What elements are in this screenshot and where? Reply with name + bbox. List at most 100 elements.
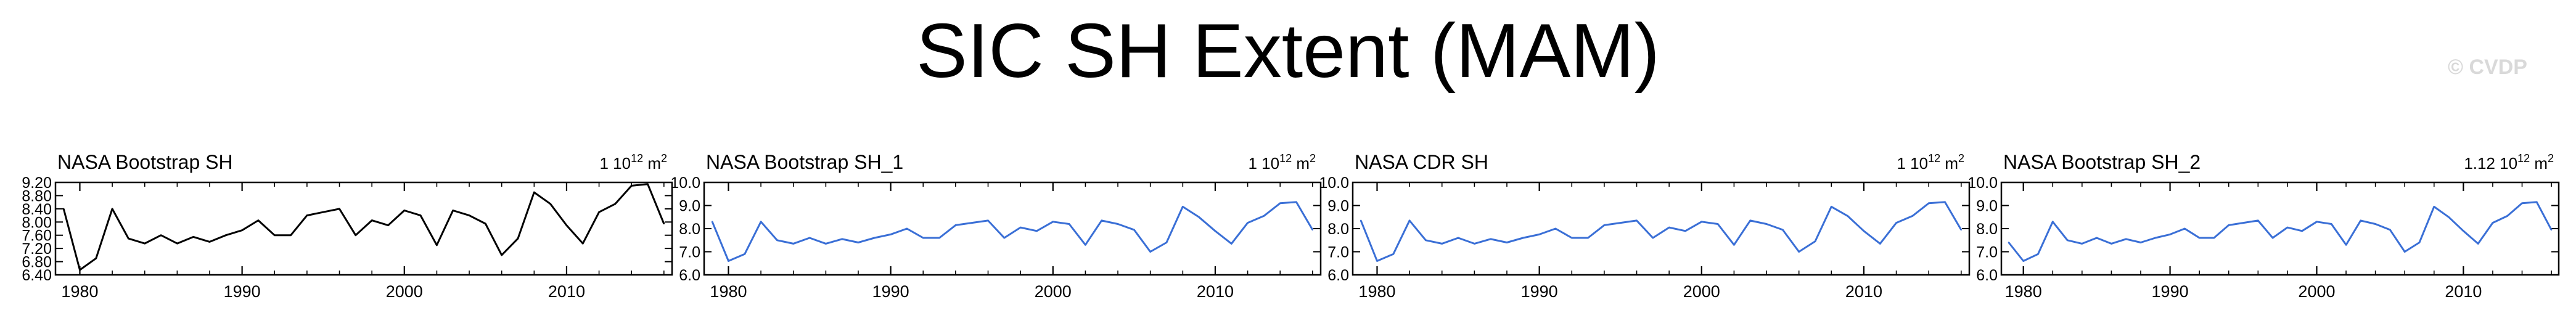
- data-point: [1474, 243, 1475, 245]
- x-tick-label: 2010: [2445, 282, 2482, 301]
- data-point: [1636, 219, 1638, 222]
- data-point: [1765, 223, 1768, 225]
- data-point: [1214, 230, 1216, 232]
- x-tick-label: 2000: [1683, 282, 1720, 301]
- data-point: [2110, 243, 2112, 245]
- series-line: [711, 201, 1314, 262]
- data-point: [2139, 242, 2142, 243]
- data-point: [257, 219, 260, 221]
- y-tick-label: 6.0: [1327, 267, 1349, 284]
- data-point: [2316, 221, 2318, 222]
- series-line: [62, 183, 665, 271]
- data-point: [1408, 219, 1411, 222]
- data-point: [517, 237, 519, 240]
- data-point: [1068, 223, 1070, 225]
- data-point: [1782, 229, 1784, 231]
- data-point: [62, 208, 65, 210]
- x-tick-label: 2010: [548, 282, 585, 301]
- chart-title: NASA Bootstrap SH_1: [706, 151, 903, 173]
- x-tick-label: 2000: [386, 282, 423, 301]
- chart-title: NASA Bootstrap SH_2: [2003, 151, 2201, 173]
- data-point: [1198, 216, 1200, 218]
- data-point: [2096, 237, 2098, 239]
- plot-frame: [1352, 181, 1971, 276]
- data-point: [1490, 238, 1491, 240]
- data-point: [565, 224, 568, 226]
- data-point: [792, 243, 794, 245]
- data-point: [2345, 244, 2347, 246]
- data-point: [2198, 237, 2201, 239]
- data-point: [841, 238, 843, 240]
- data-point: [1441, 243, 1443, 245]
- data-point: [452, 210, 454, 211]
- y-tick-label: 8.0: [679, 221, 700, 238]
- plot-frame: [2000, 181, 2560, 276]
- data-point: [128, 237, 129, 240]
- data-point: [2477, 243, 2479, 245]
- data-point: [647, 183, 649, 185]
- data-point: [1847, 215, 1848, 217]
- x-tick-label: 2000: [2298, 282, 2335, 301]
- data-point: [1036, 230, 1038, 232]
- data-point: [306, 214, 308, 216]
- data-point: [533, 191, 535, 194]
- chart-panel-4: NASA Bootstrap SH_2 1.12 1012 m2 6.0 7.0 8.0…: [1967, 151, 2560, 301]
- chart-panel-1: NASA Bootstrap SH 1 1012 m2 6.406.807.207.…: [22, 151, 673, 301]
- data-point: [954, 224, 957, 226]
- data-point: [598, 211, 600, 213]
- data-point: [922, 237, 924, 239]
- data-point: [192, 236, 194, 238]
- data-point: [274, 234, 276, 236]
- data-point: [1247, 222, 1249, 224]
- data-point: [1571, 237, 1573, 239]
- data-point: [808, 237, 811, 239]
- y-tick-label: 6.80: [22, 254, 52, 271]
- data-point: [2081, 243, 2083, 245]
- data-point: [111, 208, 113, 210]
- data-point: [2169, 234, 2171, 235]
- data-point: [1149, 251, 1151, 253]
- data-point: [290, 234, 292, 236]
- data-point: [1538, 234, 1540, 235]
- data-point: [1425, 239, 1427, 241]
- data-point: [1052, 221, 1054, 222]
- units-label: 1.12 1012 m2: [2464, 152, 2554, 173]
- x-tick-label: 2010: [1845, 282, 1882, 301]
- data-point: [744, 253, 745, 255]
- data-point: [2301, 230, 2303, 232]
- data-point: [2418, 242, 2421, 243]
- x-tick-label: 1980: [61, 282, 98, 301]
- data-point: [2374, 223, 2376, 225]
- data-point: [987, 219, 989, 222]
- data-point: [387, 224, 389, 226]
- data-point: [2521, 202, 2523, 204]
- data-point: [2184, 227, 2186, 230]
- data-point: [2052, 221, 2054, 222]
- data-point: [582, 242, 584, 245]
- data-point: [1668, 226, 1670, 229]
- data-point: [2492, 222, 2494, 224]
- y-tick-label: 9.20: [22, 174, 52, 192]
- x-tick-label: 2010: [1197, 282, 1234, 301]
- data-point: [1231, 243, 1233, 245]
- data-point: [79, 269, 81, 271]
- units-label: 1 1012 m2: [1248, 152, 1316, 173]
- y-tick-label: 10.0: [1967, 174, 1998, 192]
- data-point: [241, 229, 243, 231]
- data-point: [2008, 242, 2010, 243]
- data-point: [2257, 219, 2259, 222]
- data-point: [2228, 224, 2229, 226]
- chart-title: NASA CDR SH: [1355, 151, 1488, 173]
- data-point: [2550, 229, 2553, 231]
- data-point: [906, 227, 908, 230]
- data-point: [1603, 224, 1606, 226]
- data-point: [160, 234, 162, 236]
- data-point: [1101, 219, 1102, 222]
- data-point: [1522, 237, 1524, 239]
- y-tick-label: 8.00: [22, 214, 52, 231]
- y-tick-label: 9.0: [1976, 198, 1998, 215]
- data-point: [2331, 223, 2332, 225]
- data-point: [1652, 237, 1654, 239]
- data-point: [2536, 201, 2538, 203]
- units-label: 1 1012 m2: [1897, 152, 1964, 173]
